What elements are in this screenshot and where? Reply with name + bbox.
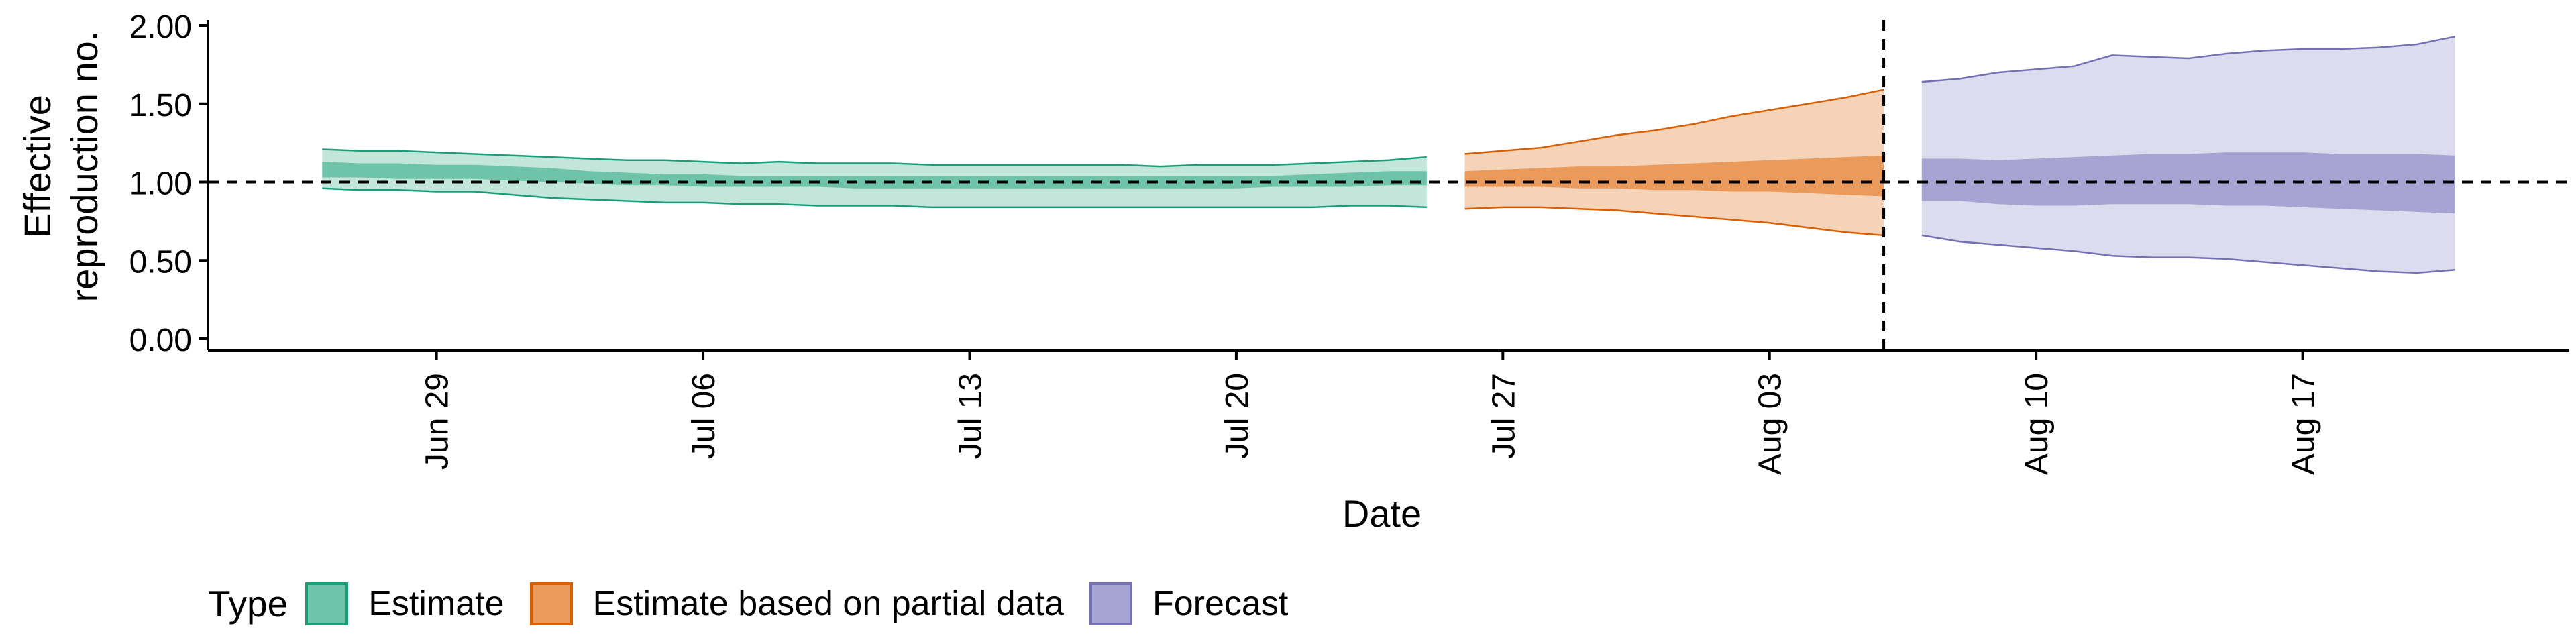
legend-item-estimate: Estimate <box>305 582 504 625</box>
legend-swatch-partial <box>529 582 573 625</box>
band-upper-edge-estimate <box>322 148 1427 168</box>
x-tick-label: Jul 20 <box>1220 373 1255 459</box>
band-lower-edge-forecast <box>1921 234 2455 274</box>
legend-item-partial: Estimate based on partial data <box>529 582 1064 625</box>
y-axis-title-line-2: reproduction no. <box>63 31 105 303</box>
band-upper-edge-forecast <box>1921 36 2455 83</box>
band-90-partial <box>1464 89 1884 235</box>
y-tick-label: 1.50 <box>129 88 192 123</box>
x-tick-label: Aug 10 <box>2019 373 2055 475</box>
axes: 0.00 0.50 1.00 1.50 2.00 Jun 29 Jul 06 Jul 13 Ju… <box>129 9 2569 475</box>
band-lower-edge-partial <box>1464 206 1884 237</box>
x-tick-label: Jul 27 <box>1486 373 1521 459</box>
legend-label-estimate: Estimate <box>368 584 504 623</box>
x-axis-title: Date <box>1342 492 1421 535</box>
legend-title: Type <box>208 583 288 625</box>
band-lower-edge-estimate <box>322 187 1427 209</box>
legend-swatch-estimate <box>305 582 349 625</box>
band-50-partial <box>1464 155 1884 197</box>
series-bands <box>322 36 2455 274</box>
rt-chart: 0.00 0.50 1.00 1.50 2.00 Jun 29 Jul 06 Jul 13 Ju… <box>16 9 2569 535</box>
x-tick-label: Jun 29 <box>420 373 455 470</box>
y-tick-label: 2.00 <box>129 9 192 45</box>
y-tick-label: 1.00 <box>129 166 192 202</box>
legend: Type Estimate Estimate based on partial … <box>208 577 1313 631</box>
y-tick-label: 0.00 <box>129 323 192 358</box>
y-tick-label: 0.50 <box>129 244 192 280</box>
x-tick-label: Jul 06 <box>686 373 722 459</box>
band-upper-edge-partial <box>1464 89 1884 155</box>
x-tick-label: Aug 03 <box>1753 373 1788 475</box>
legend-item-forecast: Forecast <box>1089 582 1288 625</box>
x-tick-label: Jul 13 <box>953 373 989 459</box>
legend-swatch-forecast <box>1089 582 1132 625</box>
x-tick-label: Aug 17 <box>2286 373 2322 475</box>
y-axis-title-line-1: Effective <box>16 95 58 238</box>
legend-label-forecast: Forecast <box>1152 584 1289 623</box>
y-axis-title: Effective reproduction no. <box>16 31 105 303</box>
legend-label-partial: Estimate based on partial data <box>592 584 1064 623</box>
